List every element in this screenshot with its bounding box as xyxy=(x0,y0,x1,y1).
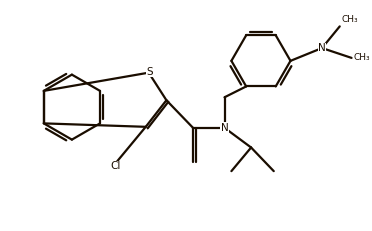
Text: N: N xyxy=(221,123,228,133)
Text: CH₃: CH₃ xyxy=(342,15,358,24)
Text: S: S xyxy=(146,67,153,77)
Text: CH₃: CH₃ xyxy=(353,53,370,62)
Text: Cl: Cl xyxy=(110,161,121,171)
Text: N: N xyxy=(318,43,326,53)
